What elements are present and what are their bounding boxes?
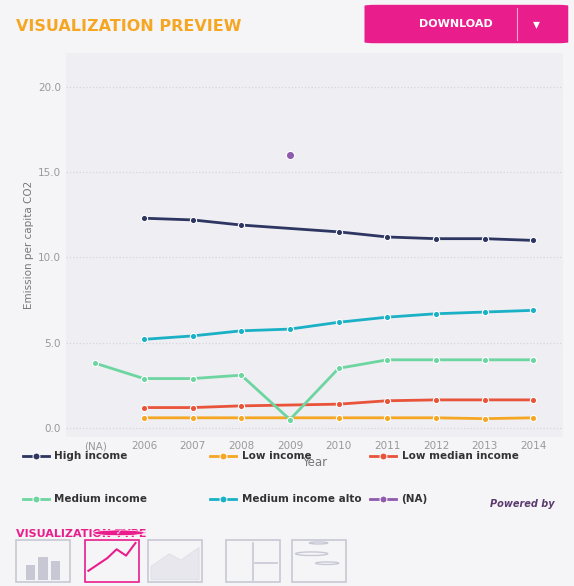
Bar: [292, 540, 346, 582]
Y-axis label: Emission per capita CO2: Emission per capita CO2: [24, 180, 34, 309]
Text: DOWNLOAD: DOWNLOAD: [418, 19, 492, 29]
Text: Medium income: Medium income: [55, 494, 148, 504]
Bar: [38, 557, 48, 580]
Text: (NA): (NA): [402, 494, 428, 504]
Bar: [26, 565, 35, 580]
Text: VISUALIZATION TYPE: VISUALIZATION TYPE: [16, 529, 146, 539]
Bar: [85, 540, 139, 582]
Text: Medium income alto: Medium income alto: [242, 494, 362, 504]
Text: Low income: Low income: [242, 451, 312, 461]
FancyBboxPatch shape: [364, 5, 568, 43]
Circle shape: [93, 530, 145, 536]
Bar: [51, 561, 60, 580]
Bar: [148, 540, 202, 582]
Point: [285, 151, 294, 160]
Text: VISUALIZATION PREVIEW: VISUALIZATION PREVIEW: [16, 19, 242, 34]
Text: Powered by: Powered by: [490, 499, 554, 509]
Bar: [226, 540, 280, 582]
Polygon shape: [151, 547, 199, 580]
X-axis label: Year: Year: [302, 455, 327, 469]
Text: Low median income: Low median income: [402, 451, 518, 461]
Bar: [16, 540, 70, 582]
Text: High income: High income: [55, 451, 128, 461]
Text: ▾: ▾: [533, 17, 540, 31]
Text: ✓: ✓: [115, 529, 122, 537]
